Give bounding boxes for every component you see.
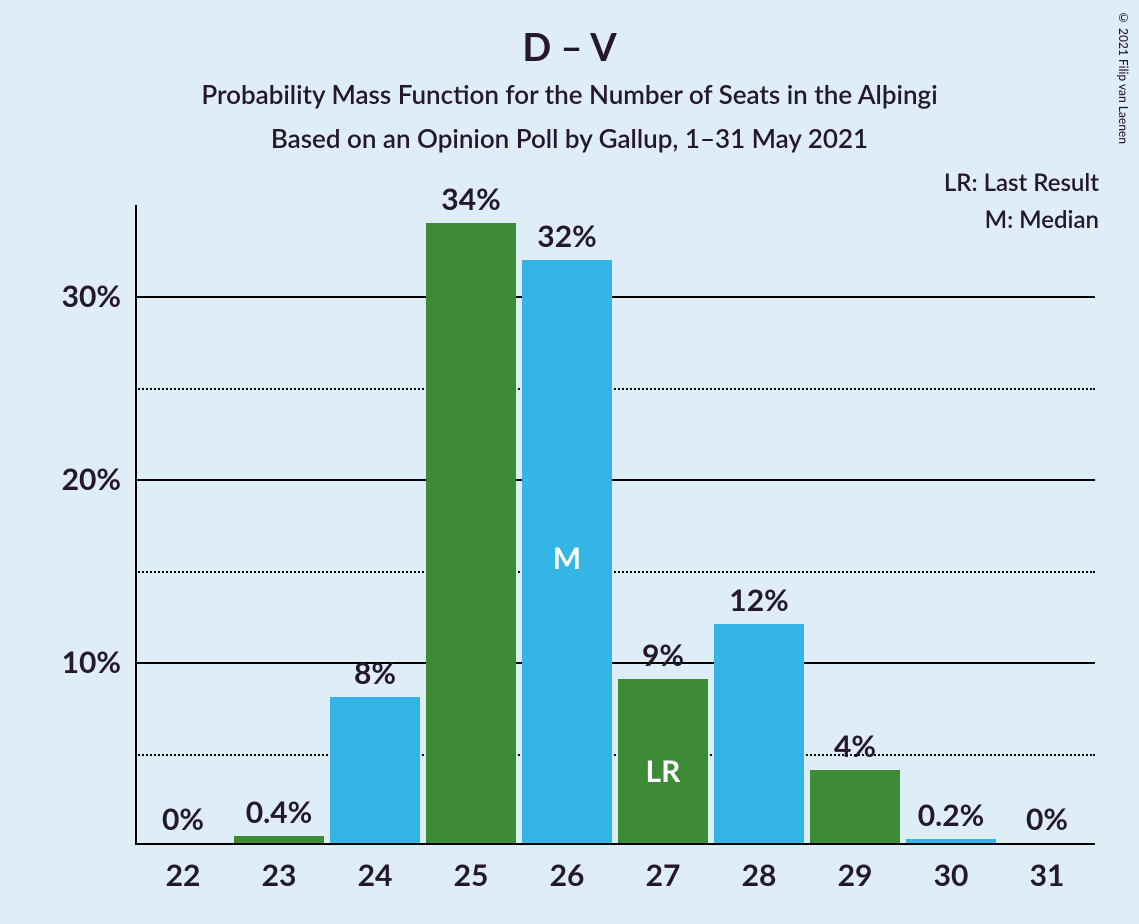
y-tick-label: 10% <box>62 644 121 680</box>
gridline-major <box>135 479 1095 481</box>
chart-subtitle-2: Based on an Opinion Poll by Gallup, 1–31… <box>0 122 1139 154</box>
gridline-minor <box>135 754 1095 756</box>
bar: 4% <box>810 770 900 843</box>
bar: 0.2% <box>906 839 996 843</box>
gridline-major <box>135 662 1095 664</box>
chart-subtitle-1: Probability Mass Function for the Number… <box>0 78 1139 110</box>
bar: 8% <box>330 697 420 843</box>
x-tick-label: 31 <box>1030 857 1065 893</box>
bar: 9%LR <box>618 679 708 843</box>
x-tick-label: 29 <box>838 857 873 893</box>
x-tick-label: 22 <box>166 857 201 893</box>
bar-value-label: 0.4% <box>246 794 313 830</box>
x-tick-label: 27 <box>646 857 681 893</box>
bar-inner-label: M <box>553 540 581 576</box>
x-tick-label: 24 <box>358 857 393 893</box>
x-tick-label: 23 <box>262 857 297 893</box>
bar: 12% <box>714 624 804 843</box>
x-tick-label: 30 <box>934 857 969 893</box>
bar-value-label: 0% <box>1026 801 1068 837</box>
chart-title: D – V <box>0 24 1139 70</box>
bar: 0.4% <box>234 836 324 843</box>
y-tick-label: 20% <box>62 461 121 497</box>
bar-value-label: 32% <box>537 218 596 254</box>
plot-area: 10%20%30%220%230.4%248%2534%2632%M279%LR… <box>135 205 1095 845</box>
bar-value-label: 8% <box>354 655 396 691</box>
bar-value-label: 34% <box>441 181 500 217</box>
bar-value-label: 0% <box>162 801 204 837</box>
legend-lr: LR: Last Result <box>944 168 1099 197</box>
x-tick-label: 26 <box>550 857 585 893</box>
y-tick-label: 30% <box>62 278 121 314</box>
y-axis <box>135 205 137 845</box>
bar: 34% <box>426 223 516 843</box>
bar-value-label: 4% <box>834 728 876 764</box>
pmf-chart: D – V Probability Mass Function for the … <box>0 0 1139 924</box>
x-axis <box>135 843 1095 845</box>
copyright-text: © 2021 Filip van Laenen <box>1116 10 1131 144</box>
bar: 32%M <box>522 260 612 843</box>
bar-value-label: 0.2% <box>918 797 985 833</box>
gridline-minor <box>135 571 1095 573</box>
bar-value-label: 9% <box>642 637 684 673</box>
bar-value-label: 12% <box>729 582 788 618</box>
x-tick-label: 25 <box>454 857 489 893</box>
bar-inner-label: LR <box>646 753 681 789</box>
gridline-minor <box>135 388 1095 390</box>
gridline-major <box>135 296 1095 298</box>
x-tick-label: 28 <box>742 857 777 893</box>
